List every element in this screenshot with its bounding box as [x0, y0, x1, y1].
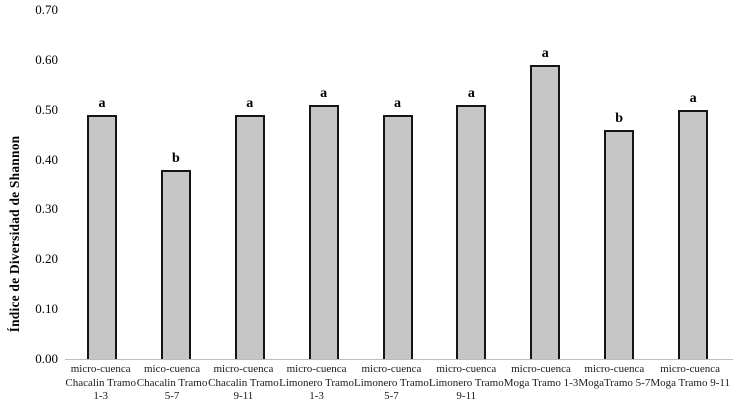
bar [604, 130, 635, 359]
x-axis-category-labels: micro-cuenca Chacalin Tramo 1-3 mico-cuenca… [65, 363, 730, 404]
bar-group: a [213, 10, 287, 359]
bar [308, 105, 339, 359]
x-category-label: micro-cuenca Chacalin Tramo 9-11 [208, 363, 279, 404]
x-category-label-line: micro-cuenca [660, 363, 721, 375]
x-category-label: mico-cuenca Chacalin Tramo 5-7 [136, 363, 208, 404]
x-category-label: micro-cuenca Limonero Tramo 5-7 [354, 363, 429, 404]
x-category-label-line: 9-11 [456, 390, 477, 402]
x-category-label-line: Limonero Tramo [354, 376, 429, 389]
bar-group: a [65, 10, 139, 359]
x-category-label-line: 1-3 [309, 390, 324, 402]
x-category-label-line: Limonero Tramo [428, 376, 504, 389]
significance-letter: a [541, 46, 549, 61]
bar [160, 170, 191, 359]
x-category-label-line: Moga Tramo 1-3 [503, 376, 579, 389]
bar [678, 110, 709, 359]
x-category-label: micro-cuenca Chacalin Tramo 1-3 [65, 363, 136, 404]
y-tick-label: 0.50 [35, 101, 58, 117]
significance-letter: a [320, 86, 328, 101]
bar-group: a [287, 10, 361, 359]
bar [86, 115, 117, 359]
bar [382, 115, 413, 359]
plot-area: a b a a a a a b a [65, 10, 730, 359]
x-category-label-line: Chacalin Tramo [208, 376, 279, 389]
y-tick-label: 0.00 [35, 351, 58, 366]
bar [530, 65, 561, 359]
significance-letter: a [689, 91, 697, 106]
bar [456, 105, 487, 359]
y-tick-label: 0.20 [35, 251, 58, 267]
x-category-label-line: Moga Tramo 9-11 [650, 376, 730, 389]
x-category-label-line: Limonero Tramo [279, 376, 354, 389]
x-category-label-line: micro-cuenca [361, 363, 422, 375]
bar-group: b [582, 10, 656, 359]
significance-letter: a [467, 86, 475, 101]
significance-letter: b [615, 111, 624, 126]
x-category-label-line: micro-cuenca [584, 363, 645, 375]
y-tick-label: 0.60 [35, 51, 58, 67]
x-category-label-line: 5-7 [164, 390, 180, 402]
y-tick-label: 0.30 [35, 201, 58, 217]
bar-group: b [139, 10, 213, 359]
x-category-label-line: micro-cuenca [436, 363, 497, 375]
x-category-label-line: micro-cuenca [511, 363, 571, 375]
bar [234, 115, 265, 359]
bar-group: a [434, 10, 508, 359]
x-category-label: micro-cuenca Limonero Tramo 1-3 [279, 363, 354, 404]
bar-group: a [508, 10, 582, 359]
x-category-label: micro-cuenca Moga Tramo 9-11 [650, 363, 730, 404]
x-axis-line [65, 359, 733, 360]
x-category-label-line: micro-cuenca [70, 363, 131, 375]
x-category-label-line: MogaTramo 5-7 [578, 376, 651, 389]
y-tick-label: 0.10 [35, 301, 58, 317]
x-category-label-line: 9-11 [233, 390, 254, 402]
x-category-label-line: Chacalin Tramo [136, 376, 208, 389]
x-category-label-line: mico-cuenca [143, 363, 201, 375]
x-category-label: micro-cuenca MogaTramo 5-7 [578, 363, 650, 404]
bar-group: a [361, 10, 435, 359]
x-category-label: micro-cuenca Limonero Tramo 9-11 [429, 363, 504, 404]
significance-letter: b [171, 151, 180, 166]
x-category-label-line: 5-7 [384, 390, 399, 402]
x-category-label: micro-cuenca Moga Tramo 1-3 [504, 363, 579, 404]
significance-letter: a [98, 96, 106, 111]
x-category-label-line: micro-cuenca [286, 363, 347, 375]
significance-letter: a [394, 96, 401, 111]
bar-group: a [656, 10, 730, 359]
y-tick-label: 0.70 [35, 2, 58, 17]
x-category-label-line: 1-3 [93, 390, 109, 402]
significance-letter: a [246, 96, 254, 111]
x-category-label-line: micro-cuenca [213, 363, 274, 375]
x-category-label-line: Chacalin Tramo [65, 376, 136, 389]
y-tick-label: 0.40 [35, 151, 58, 167]
